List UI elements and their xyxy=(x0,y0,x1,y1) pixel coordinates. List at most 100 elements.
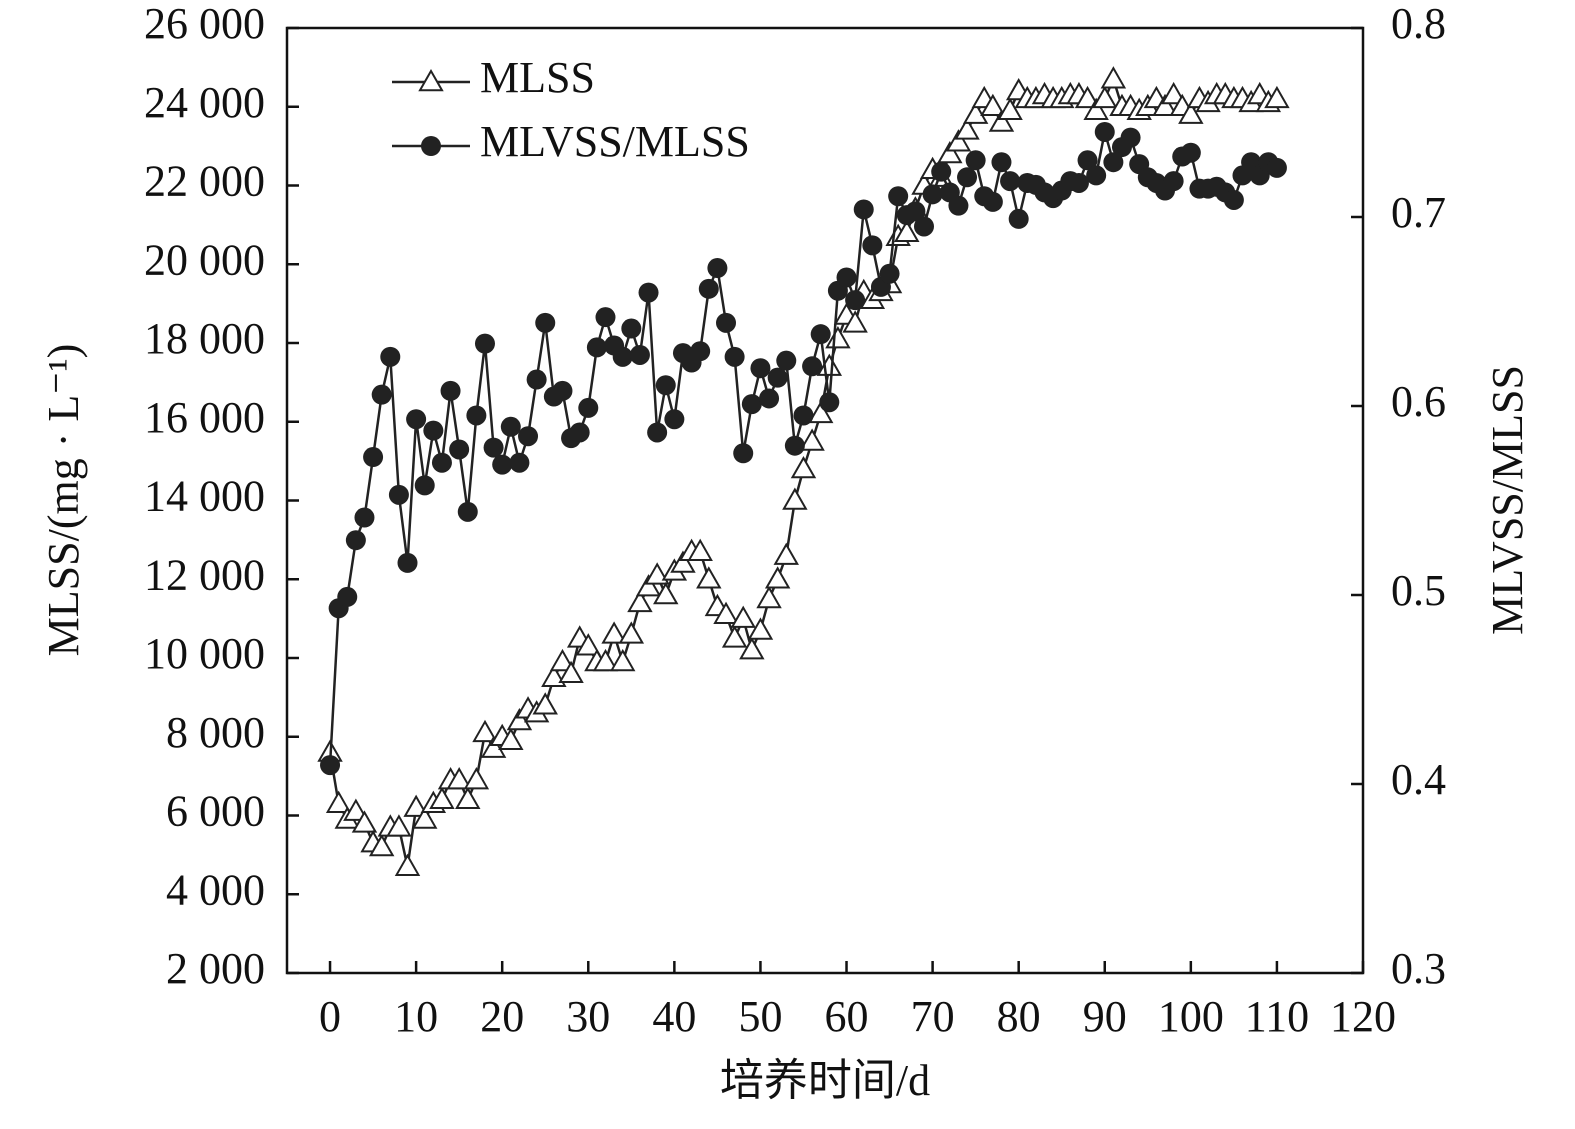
data-point xyxy=(948,195,969,216)
data-point xyxy=(1178,101,1204,124)
data-point xyxy=(429,786,455,809)
x-tick-label: 80 xyxy=(997,992,1041,1041)
data-point xyxy=(644,562,670,585)
data-point xyxy=(842,310,868,333)
data-point xyxy=(913,216,934,237)
data-point xyxy=(1266,157,1287,178)
data-point xyxy=(403,794,429,817)
data-point xyxy=(569,422,590,443)
data-point xyxy=(790,455,817,479)
data-point xyxy=(853,199,874,220)
data-point xyxy=(655,375,676,396)
data-point xyxy=(371,384,392,405)
data-point xyxy=(1223,189,1244,210)
data-point xyxy=(354,507,375,528)
data-point xyxy=(483,437,504,458)
data-point xyxy=(627,589,653,613)
data-point xyxy=(455,786,481,809)
data-point xyxy=(836,267,857,288)
data-point xyxy=(687,538,713,561)
data-point xyxy=(1008,208,1029,229)
y2-tick-label: 0.8 xyxy=(1391,0,1446,48)
data-point xyxy=(1092,85,1118,109)
data-point xyxy=(386,814,412,837)
y-tick-label: 20 000 xyxy=(144,235,265,284)
x-tick-label: 70 xyxy=(911,992,955,1041)
data-point xyxy=(696,566,722,589)
legend-marker xyxy=(418,68,444,92)
data-point xyxy=(802,356,823,377)
data-point xyxy=(601,621,627,644)
data-point xyxy=(716,312,737,333)
x-tick-label: 120 xyxy=(1330,992,1396,1041)
data-point xyxy=(498,727,524,750)
data-point xyxy=(721,625,748,648)
data-point xyxy=(653,581,679,605)
data-point xyxy=(750,358,771,379)
x-axis-label: 培养时间/d xyxy=(720,1056,930,1105)
data-point xyxy=(991,152,1012,173)
data-point xyxy=(819,392,840,413)
y2-axis-label: MLVSS/MLSS xyxy=(1483,365,1532,635)
data-point xyxy=(472,719,498,743)
data-point xyxy=(799,428,825,451)
x-tick-label: 10 xyxy=(394,992,438,1041)
data-point xyxy=(741,394,762,415)
legend-label: MLSS xyxy=(480,53,595,102)
data-point xyxy=(767,367,788,388)
x-tick-label: 110 xyxy=(1245,992,1309,1041)
data-point xyxy=(747,617,774,640)
y2-tick-label: 0.5 xyxy=(1391,566,1446,615)
x-tick-label: 90 xyxy=(1083,992,1127,1041)
data-point xyxy=(320,755,341,776)
data-point xyxy=(414,475,435,496)
data-point xyxy=(1086,165,1107,186)
plot-frame xyxy=(285,26,1365,975)
data-point xyxy=(739,637,765,660)
x-tick-label: 100 xyxy=(1158,992,1224,1041)
x-tick-label: 20 xyxy=(480,992,524,1041)
data-point xyxy=(879,263,900,284)
data-point xyxy=(388,484,409,505)
y-tick-label: 24 000 xyxy=(144,78,265,127)
data-point xyxy=(730,605,756,628)
data-point xyxy=(325,790,352,813)
data-point xyxy=(635,574,662,597)
data-point xyxy=(337,586,358,607)
data-point xyxy=(1077,150,1098,171)
y-tick-label: 26 000 xyxy=(144,0,265,48)
data-point xyxy=(612,346,633,367)
y-axis-label: MLSS/(mg · L⁻¹) xyxy=(39,344,88,657)
data-point xyxy=(793,405,814,426)
data-point xyxy=(1160,81,1187,105)
data-point xyxy=(759,388,780,409)
data-point xyxy=(541,664,567,687)
data-point xyxy=(724,346,745,367)
data-point xyxy=(368,833,395,857)
data-point xyxy=(406,409,427,430)
data-point xyxy=(549,648,576,672)
data-point xyxy=(776,350,797,371)
data-point xyxy=(905,201,926,222)
data-point xyxy=(423,420,444,441)
y-tick-label: 18 000 xyxy=(144,314,265,363)
data-point xyxy=(1100,66,1127,89)
data-point xyxy=(1163,171,1184,192)
data-point xyxy=(595,307,616,328)
data-point xyxy=(965,150,986,171)
data-point xyxy=(1264,85,1290,109)
data-point xyxy=(532,692,558,715)
data-point xyxy=(638,282,659,303)
data-point xyxy=(1068,172,1089,193)
data-point xyxy=(526,369,547,390)
data-point xyxy=(931,161,952,182)
data-point xyxy=(449,439,470,460)
y2-tick-label: 0.3 xyxy=(1391,944,1446,993)
data-point xyxy=(982,191,1003,212)
data-point xyxy=(647,422,668,443)
data-point xyxy=(480,735,507,758)
data-point xyxy=(957,167,978,188)
data-point xyxy=(552,380,573,401)
y-tick-label: 16 000 xyxy=(144,393,265,442)
